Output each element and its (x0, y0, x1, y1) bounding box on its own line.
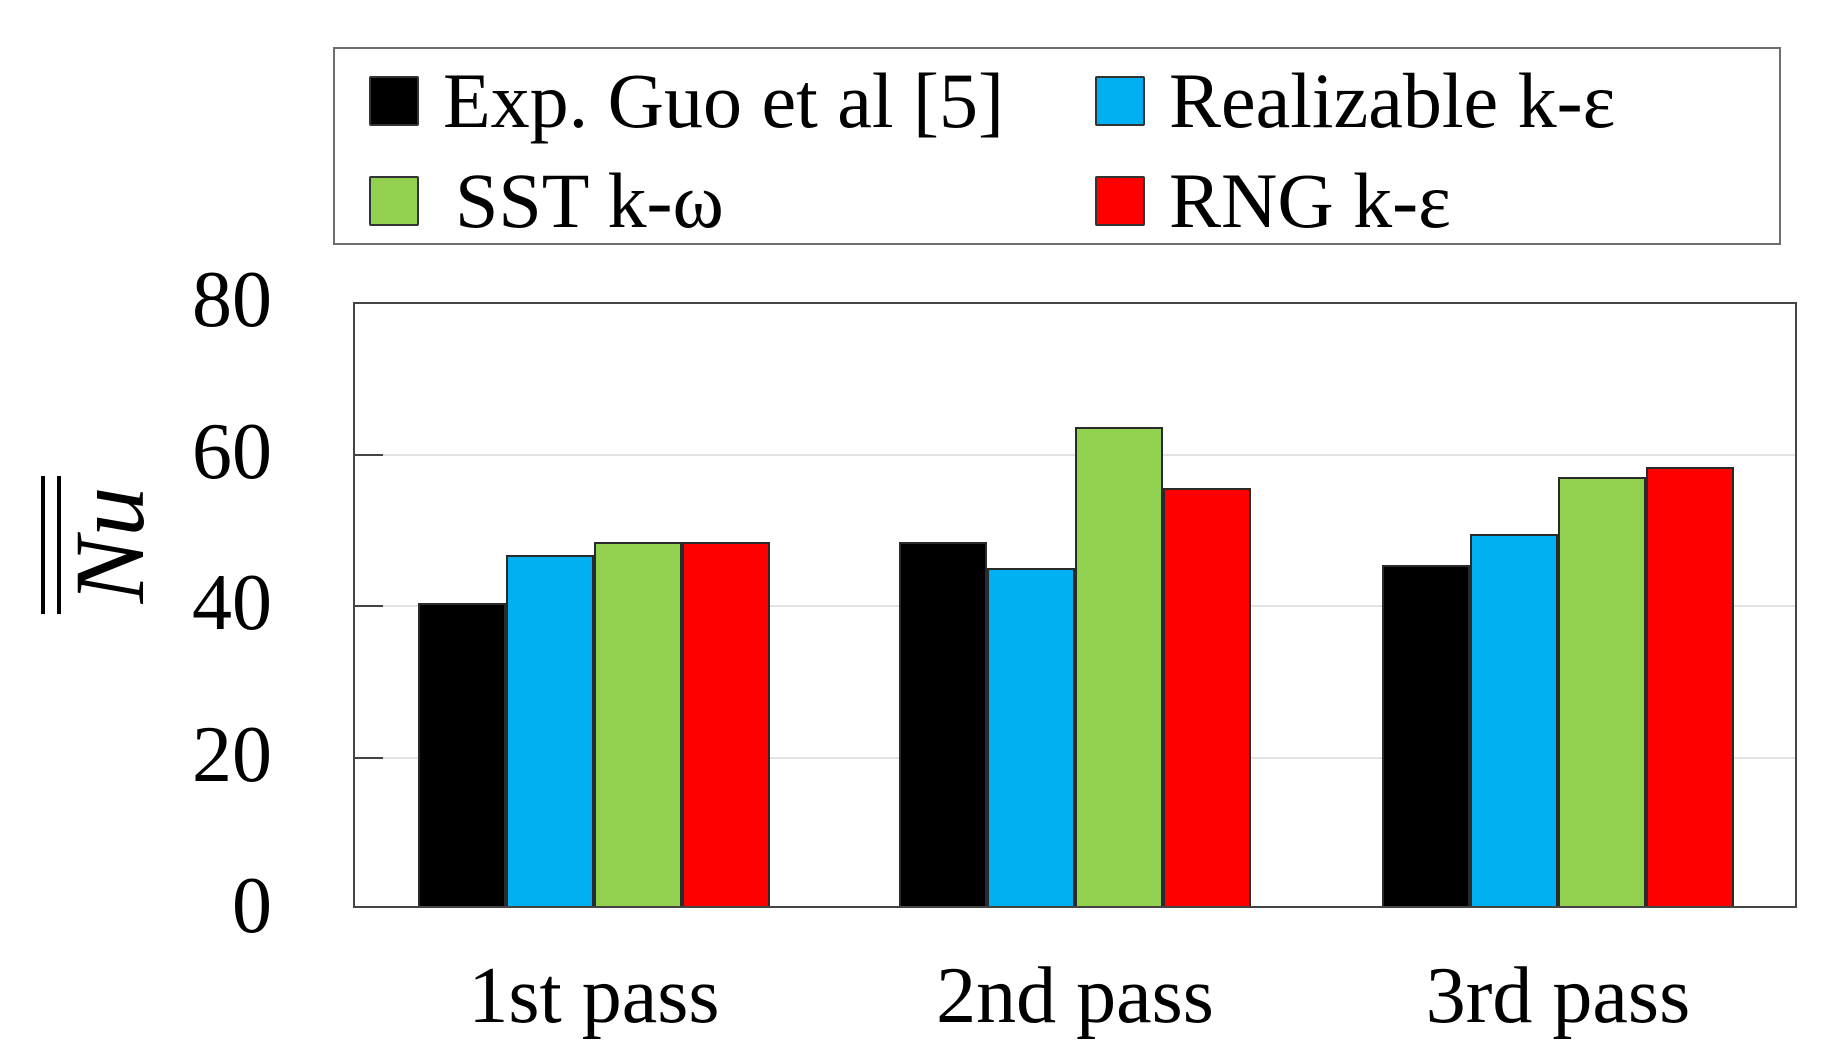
legend-swatch-exp (369, 76, 419, 126)
legend-label-sst: SST k-ω (455, 157, 724, 244)
y-tick-label-80: 80 (192, 256, 272, 344)
y-tick-label-20: 20 (192, 710, 272, 799)
y-axis-title: Nu (8, 470, 168, 620)
x-tick-label-2: 2nd pass (936, 952, 1214, 1040)
bar-2nd-pass-series-3 (1163, 487, 1251, 906)
y-tick-mark-60 (355, 453, 383, 456)
y-tick-label-40: 40 (192, 559, 272, 647)
bar-3rd-pass-series-2 (1558, 477, 1646, 906)
chart-legend: Exp. Guo et al [5] Realizable k-ε SST k-… (333, 47, 1781, 245)
y-tick-mark-20 (355, 756, 383, 759)
bar-3rd-pass-series-3 (1646, 466, 1734, 906)
bar-3rd-pass-series-0 (1382, 565, 1470, 906)
legend-item-sst: SST k-ω (369, 162, 724, 240)
bar-3rd-pass-series-1 (1470, 534, 1558, 906)
legend-swatch-rng (1095, 176, 1145, 226)
y-axis-overbar-1 (41, 476, 45, 614)
y-axis-label: Nu (54, 486, 165, 604)
legend-label-rng: RNG k-ε (1169, 157, 1451, 244)
legend-item-realizable: Realizable k-ε (1095, 62, 1615, 140)
bar-2nd-pass-series-1 (987, 568, 1075, 906)
plot-area (353, 302, 1797, 908)
bar-2nd-pass-series-2 (1075, 427, 1163, 906)
bar-1st-pass-series-2 (594, 541, 682, 906)
bar-2nd-pass-series-0 (899, 542, 987, 906)
legend-item-rng: RNG k-ε (1095, 162, 1451, 240)
x-tick-label-1: 1st pass (468, 952, 720, 1040)
legend-swatch-realizable (1095, 76, 1145, 126)
y-tick-label-60: 60 (192, 407, 272, 496)
x-tick-label-3: 3rd pass (1425, 952, 1691, 1040)
legend-swatch-sst (369, 176, 419, 226)
y-tick-label-0: 0 (232, 862, 272, 950)
bar-1st-pass-series-1 (506, 554, 594, 906)
y-tick-mark-40 (355, 605, 383, 607)
legend-label-realizable: Realizable k-ε (1169, 57, 1616, 144)
legend-item-exp: Exp. Guo et al [5] (369, 62, 1004, 140)
bar-1st-pass-series-0 (418, 603, 506, 906)
legend-label-exp: Exp. Guo et al [5] (443, 57, 1005, 144)
bar-1st-pass-series-3 (682, 541, 770, 906)
